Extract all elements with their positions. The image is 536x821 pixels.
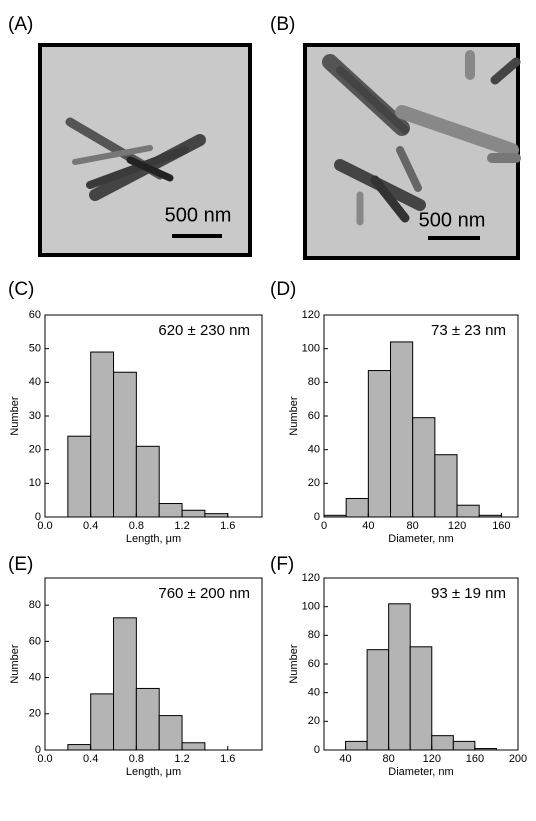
bar: [67, 435, 92, 518]
y-tick-label: 60: [29, 635, 41, 647]
x-tick-label: 0.4: [83, 753, 98, 765]
y-tick-label: 20: [29, 708, 41, 720]
bar: [434, 454, 458, 518]
x-tick-label: 40: [362, 520, 374, 532]
bar: [67, 744, 92, 751]
x-axis-label: Length, μm: [126, 766, 181, 778]
y-tick-label: 20: [308, 477, 320, 489]
annotation: 93 ± 19 nm: [431, 585, 506, 602]
bar: [345, 497, 369, 518]
bar: [135, 687, 160, 751]
bar: [113, 617, 137, 751]
y-tick-label: 20: [29, 444, 41, 456]
bar: [431, 735, 454, 751]
bar: [181, 509, 206, 518]
y-tick-label: 80: [29, 599, 41, 611]
annotation: 73 ± 23 nm: [431, 322, 506, 339]
y-tick-label: 120: [302, 572, 320, 584]
y-axis-label: Number: [288, 644, 300, 683]
x-tick-label: 0.8: [129, 520, 144, 532]
bar: [181, 742, 206, 751]
bar: [113, 371, 137, 518]
panel-label: (E): [8, 554, 33, 575]
x-tick-label: 0.0: [37, 753, 52, 765]
scale-bar-label: 500 nm: [419, 209, 486, 231]
y-tick-label: 120: [302, 309, 320, 321]
panel-label: (A): [8, 14, 33, 35]
bar: [158, 503, 183, 518]
x-axis-label: Length, μm: [126, 533, 181, 545]
y-tick-label: 0: [35, 744, 41, 756]
x-tick-label: 0.0: [37, 520, 52, 532]
x-tick-label: 1.2: [174, 753, 189, 765]
x-tick-label: 120: [423, 753, 441, 765]
x-tick-label: 1.2: [174, 520, 189, 532]
y-tick-label: 40: [308, 687, 320, 699]
panel-label: (D): [270, 279, 296, 300]
bar: [366, 649, 390, 751]
x-tick-label: 40: [339, 753, 351, 765]
bar: [409, 646, 433, 751]
x-tick-label: 0: [321, 520, 327, 532]
bar: [390, 341, 414, 518]
bar: [90, 351, 115, 518]
tem-image-a: 500 nm: [38, 43, 252, 257]
y-tick-label: 30: [29, 410, 41, 422]
x-axis-label: Diameter, nm: [388, 533, 453, 545]
y-tick-label: 60: [308, 658, 320, 670]
y-tick-label: 60: [29, 309, 41, 321]
y-tick-label: 80: [308, 629, 320, 641]
x-tick-label: 160: [492, 520, 510, 532]
x-tick-label: 120: [448, 520, 466, 532]
bar: [412, 417, 436, 518]
bar: [367, 370, 392, 518]
y-tick-label: 100: [302, 601, 320, 613]
x-axis-label: Diameter, nm: [388, 766, 453, 778]
x-tick-label: 160: [466, 753, 484, 765]
bar: [345, 740, 368, 751]
y-tick-label: 0: [314, 744, 320, 756]
y-tick-label: 10: [29, 477, 41, 489]
x-tick-label: 0.4: [83, 520, 98, 532]
bar: [135, 445, 160, 518]
x-tick-label: 0.8: [129, 753, 144, 765]
annotation: 760 ± 200 nm: [158, 585, 250, 602]
y-tick-label: 40: [29, 376, 41, 388]
y-tick-label: 0: [314, 511, 320, 523]
y-tick-label: 60: [308, 410, 320, 422]
y-axis-label: Number: [9, 396, 21, 435]
y-tick-label: 40: [308, 444, 320, 456]
bar: [158, 715, 183, 751]
annotation: 620 ± 230 nm: [158, 322, 250, 339]
x-tick-label: 80: [407, 520, 419, 532]
bar: [388, 603, 411, 751]
y-tick-label: 20: [308, 715, 320, 727]
bar: [90, 693, 115, 751]
tem-image-b: 500 nm: [303, 43, 521, 260]
x-tick-label: 200: [509, 753, 527, 765]
y-axis-label: Number: [288, 396, 300, 435]
y-tick-label: 100: [302, 343, 320, 355]
panel-label: (C): [8, 279, 34, 300]
bar: [204, 513, 229, 518]
y-tick-label: 0: [35, 511, 41, 523]
x-tick-label: 1.6: [220, 753, 235, 765]
scale-bar-label: 500 nm: [165, 204, 232, 226]
y-tick-label: 50: [29, 343, 41, 355]
plot-frame: [44, 577, 263, 751]
panel-label: (F): [270, 554, 294, 575]
x-tick-label: 80: [383, 753, 395, 765]
bar: [456, 504, 480, 518]
y-tick-label: 40: [29, 671, 41, 683]
y-axis-label: Number: [9, 644, 21, 683]
x-tick-label: 1.6: [220, 520, 235, 532]
y-tick-label: 80: [308, 376, 320, 388]
panel-label: (B): [270, 14, 295, 35]
bar: [452, 740, 476, 751]
